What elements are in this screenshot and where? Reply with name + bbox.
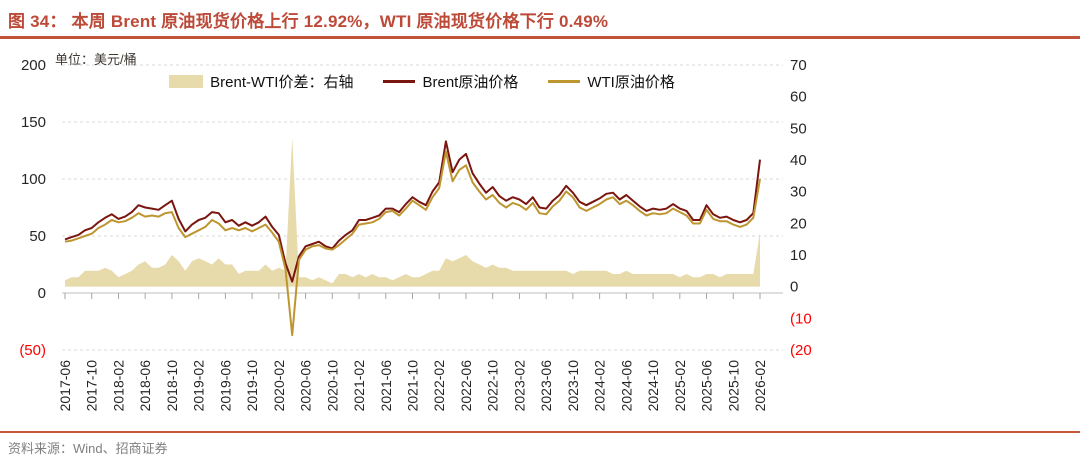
- x-axis-tick-label: 2019-06: [217, 360, 233, 412]
- x-axis-tick-label: 2021-06: [378, 360, 394, 412]
- x-axis-tick-label: 2024-06: [618, 360, 634, 412]
- x-axis-tick-label: 2018-10: [164, 360, 180, 412]
- spread-area-swatch: [169, 74, 204, 88]
- legend-item-spread: Brent-WTI价差：右轴: [169, 71, 353, 92]
- left-axis-tick-label: 100: [21, 171, 46, 188]
- title-divider: [0, 36, 1080, 39]
- left-axis-tick-label: 150: [21, 114, 46, 131]
- brent-price-line: [64, 140, 761, 283]
- legend-label-brent: Brent原油价格: [422, 73, 519, 91]
- x-axis-tick-label: 2023-10: [565, 360, 581, 412]
- x-axis-tick-label: 2020-06: [298, 360, 314, 412]
- legend-item-brent: Brent原油价格: [383, 71, 518, 92]
- brent-line-swatch: [383, 79, 416, 83]
- right-axis-tick-label: 60: [790, 89, 807, 106]
- spread-area-series: [65, 137, 760, 287]
- x-axis-tick-label: 2022-06: [458, 360, 474, 412]
- x-axis-tick-label: 2025-10: [725, 360, 741, 412]
- right-axis-tick-label: 70: [790, 57, 807, 74]
- x-axis-tick-label: 2026-02: [752, 360, 768, 412]
- footer-divider: [0, 431, 1080, 433]
- left-axis-tick-label: 200: [21, 57, 46, 74]
- chart-legend: Brent-WTI价差：右轴 Brent原油价格 WTI原油价格: [62, 70, 782, 92]
- right-axis-tick-label: 50: [790, 120, 807, 137]
- left-axis-tick-label: 0: [38, 285, 46, 302]
- x-axis-tick-label: 2022-02: [431, 360, 447, 412]
- legend-label-spread: Brent-WTI价差：右轴: [210, 73, 354, 91]
- wti-line-swatch: [548, 79, 581, 83]
- x-axis-tick-label: 2024-02: [592, 360, 608, 412]
- wti-price-line: [64, 150, 761, 337]
- source-note: 资料来源：Wind、招商证券: [8, 441, 168, 456]
- right-axis-tick-label: 40: [790, 152, 807, 169]
- legend-label-wti: WTI原油价格: [587, 73, 675, 91]
- x-axis-tick-label: 2018-02: [110, 360, 126, 412]
- right-axis-tick-label: 30: [790, 184, 807, 201]
- x-axis-tick-label: 2021-10: [405, 360, 421, 412]
- left-axis-tick-label: (50): [19, 342, 46, 359]
- x-axis-tick-label: 2024-10: [645, 360, 661, 412]
- right-axis-tick-label: (20: [790, 342, 812, 359]
- legend-item-wti: WTI原油价格: [548, 71, 675, 92]
- x-axis-tick-label: 2019-10: [244, 360, 260, 412]
- x-axis-tick-label: 2023-06: [538, 360, 554, 412]
- figure-title: 图 34： 本周 Brent 原油现货价格上行 12.92%，WTI 原油现货价…: [8, 12, 609, 31]
- x-axis-tick-label: 2017-10: [84, 360, 100, 412]
- x-axis-tick-label: 2017-06: [57, 360, 73, 412]
- x-axis-tick-label: 2020-02: [271, 360, 287, 412]
- x-axis-tick-label: 2021-02: [351, 360, 367, 412]
- right-axis-tick-label: (10: [790, 310, 812, 327]
- right-axis-tick-label: 10: [790, 247, 807, 264]
- x-axis-tick-label: 2023-02: [511, 360, 527, 412]
- left-axis-tick-label: 50: [29, 228, 46, 245]
- x-axis-tick-label: 2018-06: [137, 360, 153, 412]
- right-axis-tick-label: 20: [790, 215, 807, 232]
- x-axis-tick-label: 2025-06: [699, 360, 715, 412]
- unit-label: 单位：美元/桶: [55, 52, 137, 67]
- right-axis-tick-label: 0: [790, 279, 798, 296]
- x-axis-tick-label: 2020-10: [324, 360, 340, 412]
- x-axis-tick-label: 2025-02: [672, 360, 688, 412]
- x-axis-tick-label: 2022-10: [485, 360, 501, 412]
- x-axis-tick-label: 2019-02: [191, 360, 207, 412]
